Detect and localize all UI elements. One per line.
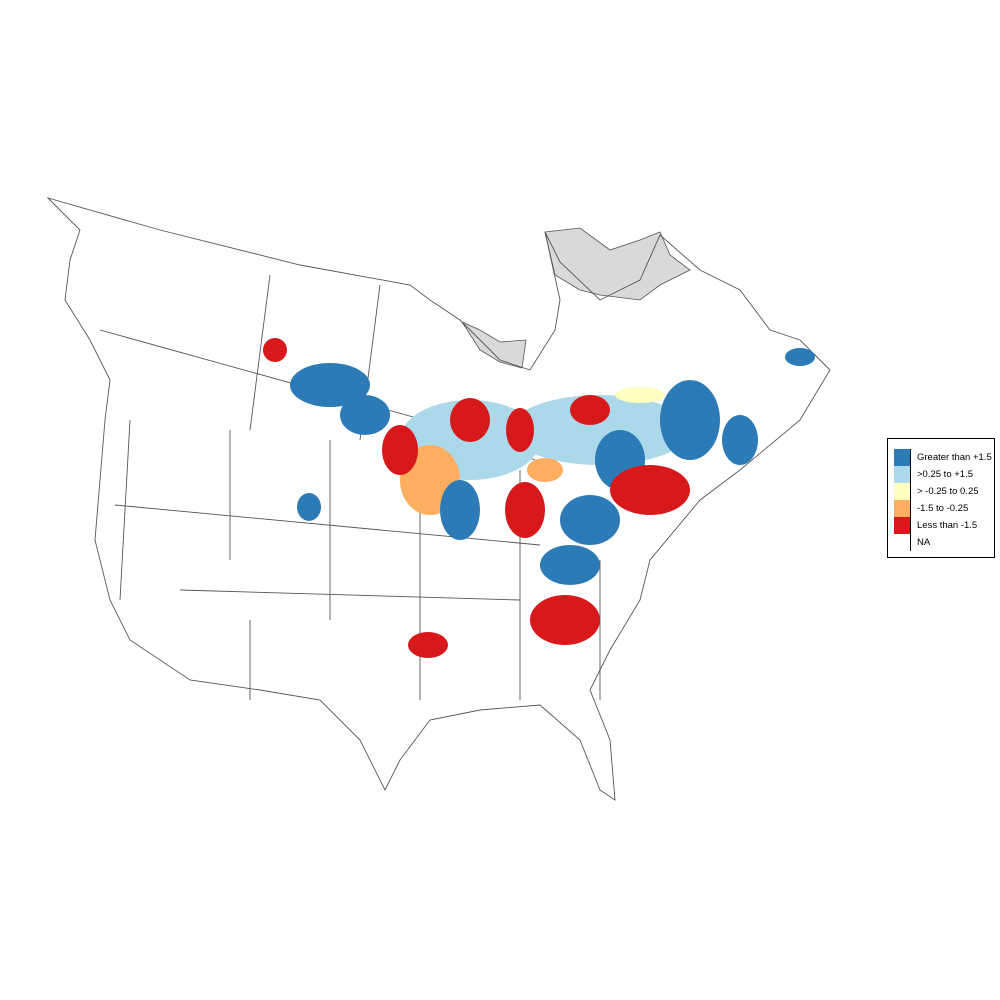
legend-swatch [894, 466, 911, 483]
legend-label: NA [917, 537, 931, 548]
legend-label: -1.5 to -0.25 [917, 503, 969, 514]
na-region-hudson [460, 321, 527, 369]
legend-swatch [894, 500, 911, 517]
legend-item-minus-1-5-to-minus-0-25: -1.5 to -0.25 [894, 500, 968, 517]
legend-item-less-than-minus-1-5: Less than -1.5 [894, 517, 977, 534]
legend-item-na: NA [894, 534, 930, 551]
legend-item-greater-than-1-5: Greater than +1.5 [894, 449, 992, 466]
legend-swatch [894, 517, 911, 534]
legend-swatch [894, 534, 911, 551]
na-region-labrador [544, 227, 691, 301]
legend-label: >0.25 to +1.5 [917, 469, 973, 480]
legend-item-0-25-to-1-5: >0.25 to +1.5 [894, 466, 973, 483]
na-regions [460, 227, 691, 369]
legend-label: Greater than +1.5 [917, 452, 992, 463]
legend-label: Less than -1.5 [917, 520, 978, 531]
data-cells [263, 338, 815, 658]
legend-item-neutral: > -0.25 to 0.25 [894, 483, 979, 500]
legend-swatch [894, 483, 911, 500]
legend-axis [894, 449, 911, 551]
legend: Greater than +1.5 >0.25 to +1.5 > -0.25 … [887, 438, 995, 558]
legend-swatch [894, 449, 911, 466]
legend-label: > -0.25 to 0.25 [917, 486, 979, 497]
